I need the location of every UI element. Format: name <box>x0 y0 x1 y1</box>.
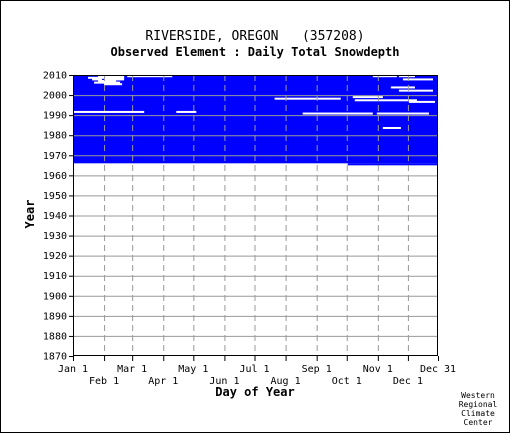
missing-data-gap <box>94 81 121 84</box>
missing-data-gap <box>354 99 417 102</box>
y-axis-label: Year <box>23 200 37 229</box>
x-tick-label: Aug 1 <box>271 376 301 387</box>
chart-title: RIVERSIDE, OREGON (357208) <box>145 29 364 44</box>
missing-data-gap <box>352 96 383 99</box>
missing-data-gap <box>372 75 397 78</box>
y-tick-label: 1880 <box>43 331 67 342</box>
missing-data-gap <box>98 80 117 83</box>
x-tick-label: Mar 1 <box>117 364 147 375</box>
missing-data-gap <box>176 110 197 113</box>
y-tick-label: 1950 <box>43 191 67 202</box>
x-tick-label: Jan 1 <box>58 364 88 375</box>
y-tick-label: 2000 <box>43 91 67 102</box>
credit-line-4: Center <box>464 418 493 427</box>
missing-data-gap <box>398 89 433 92</box>
credit-block: Western Regional Climate Center <box>459 391 498 427</box>
plot-border <box>73 75 438 356</box>
missing-data-gap <box>104 83 123 86</box>
y-tick-label: 1890 <box>43 311 67 322</box>
missing-data-gap <box>274 97 341 100</box>
x-tick-label: May 1 <box>178 364 208 375</box>
missing-data-gap <box>104 78 125 81</box>
x-tick-label: Feb 1 <box>89 376 119 387</box>
y-tick-label: 1990 <box>43 111 67 122</box>
missing-data-gap <box>73 110 145 113</box>
x-tick-label: Jul 1 <box>239 364 269 375</box>
missing-data-gap <box>398 75 415 78</box>
y-tick-label: 1940 <box>43 211 67 222</box>
y-tick-label: 1980 <box>43 131 67 142</box>
credit-line-3: Climate <box>461 409 495 418</box>
missing-data-gap <box>127 75 173 78</box>
x-tick-label: Nov 1 <box>363 364 393 375</box>
grid-layer <box>73 75 438 356</box>
x-tick-label: Apr 1 <box>148 376 178 387</box>
y-tick-label: 1960 <box>43 171 67 182</box>
missing-data-gap <box>92 78 103 81</box>
y-tick-label: 1920 <box>43 251 67 262</box>
x-tick-label: Sep 1 <box>302 364 332 375</box>
y-axis-ticks: 1870 1880 1890 1900 1910 1920 1930 1940 1950 1960… <box>43 71 73 363</box>
credit-line-1: Western <box>461 391 495 400</box>
y-tick-label: 1970 <box>43 151 67 162</box>
x-tick-label: Jun 1 <box>209 376 239 387</box>
missing-data-gap <box>402 78 433 81</box>
missing-data-gap <box>408 100 435 103</box>
x-tick-label: Dec 1 <box>393 376 423 387</box>
missing-data-gap <box>302 112 373 115</box>
observed-data-block <box>73 75 438 164</box>
y-tick-label: 1870 <box>43 352 67 363</box>
observed-data-tail <box>347 163 438 166</box>
plot-area <box>73 75 438 356</box>
missing-data-gap <box>88 76 125 79</box>
missing-data-gap <box>382 126 401 129</box>
chart-subtitle: Observed Element : Daily Total Snowdepth <box>111 45 400 59</box>
x-tick-label: Dec 31 <box>420 364 456 375</box>
x-axis-ticks: Jan 1 Mar 1 May 1 Jul 1 Sep 1 Nov 1 Dec 31 Feb … <box>58 356 456 387</box>
missing-data-gap <box>98 75 125 78</box>
credit-line-2: Regional <box>459 400 498 409</box>
missing-data-gap <box>376 112 429 115</box>
y-tick-label: 2010 <box>43 71 67 82</box>
missing-data-gap <box>390 86 415 89</box>
y-tick-label: 1910 <box>43 271 67 282</box>
y-tick-label: 1930 <box>43 231 67 242</box>
x-axis-label: Day of Year <box>215 385 294 399</box>
y-tick-label: 1900 <box>43 291 67 302</box>
x-tick-label: Oct 1 <box>332 376 362 387</box>
data-layer <box>73 75 438 166</box>
